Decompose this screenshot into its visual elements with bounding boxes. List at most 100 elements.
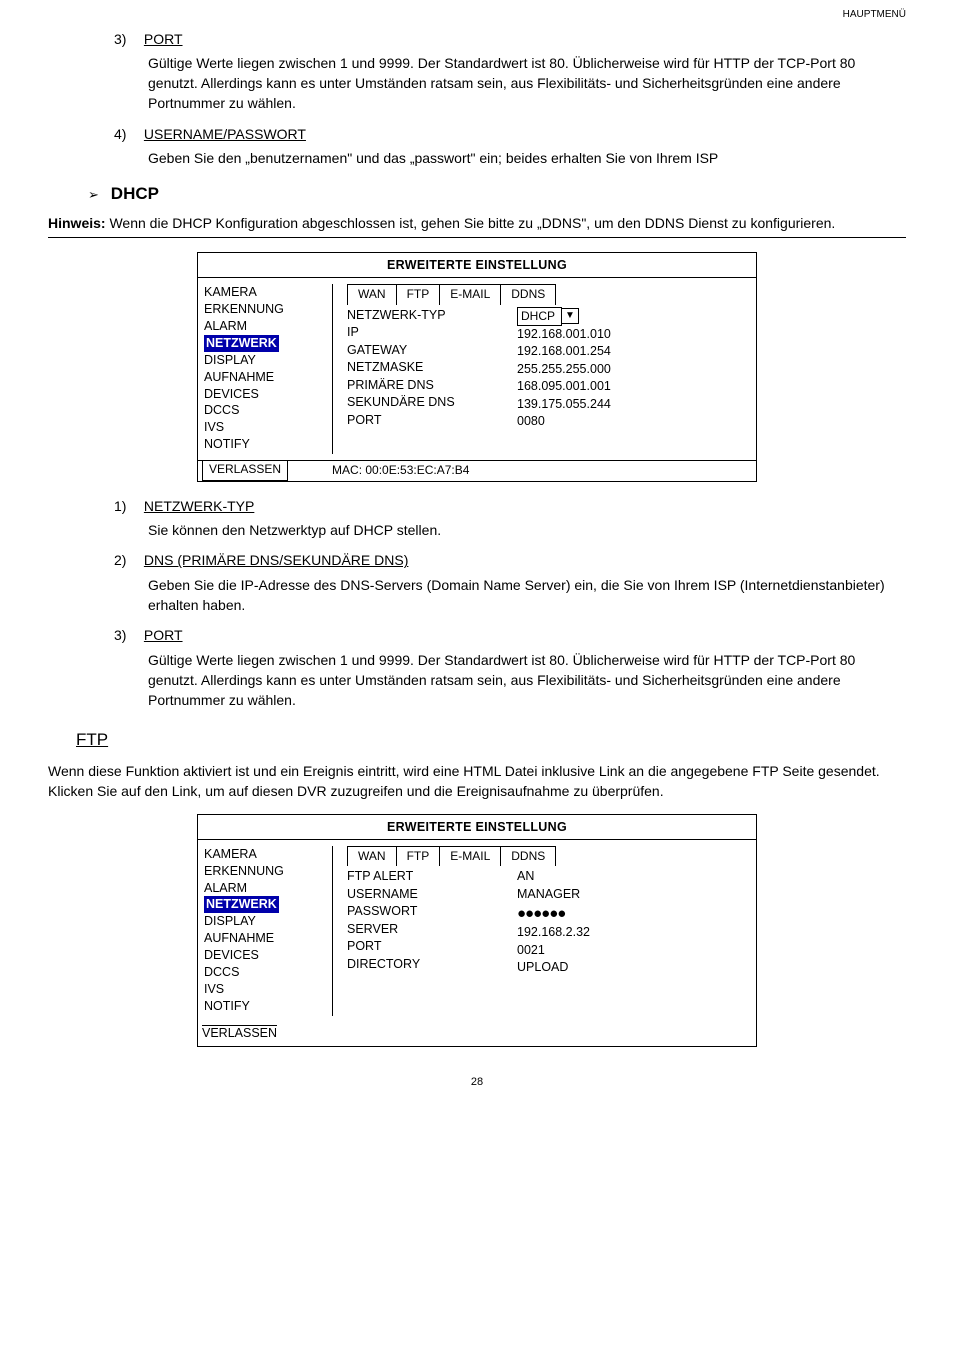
settings-sidebar: KAMERAERKENNUNGALARMNETZWERKDISPLAYAUFNA… xyxy=(200,284,333,454)
field-value: 192.168.001.254 xyxy=(517,343,611,361)
field-label: PORT xyxy=(347,938,517,956)
ftp-heading: FTP xyxy=(76,728,906,753)
list-number: 2) xyxy=(114,550,140,570)
field-value: AN xyxy=(517,868,590,886)
list-title: DNS (PRIMÄRE DNS/SEKUNDÄRE DNS) xyxy=(144,552,408,568)
sidebar-item-display[interactable]: DISPLAY xyxy=(204,913,332,930)
sidebar-item-kamera[interactable]: KAMERA xyxy=(204,284,332,301)
field-value: 255.255.255.000 xyxy=(517,361,611,379)
field-label: USERNAME xyxy=(347,886,517,904)
settings-tabs: WANFTPE-MAILDDNS xyxy=(347,284,754,304)
list-item-port: 3) PORT xyxy=(114,29,906,49)
settings-footer: VERLASSEN xyxy=(198,1022,756,1046)
list-title: NETZWERK-TYP xyxy=(144,498,254,514)
tab-ftp[interactable]: FTP xyxy=(396,284,441,304)
hint-text: Wenn die DHCP Konfiguration abgeschlosse… xyxy=(106,215,836,231)
field-value: ●●●●●● xyxy=(517,903,590,924)
list-item-userpass: 4) USERNAME/PASSWORT xyxy=(114,124,906,144)
divider xyxy=(48,237,906,238)
verlassen-button[interactable]: VERLASSEN xyxy=(202,1025,277,1040)
select-value: DHCP xyxy=(517,307,562,326)
sidebar-item-ivs[interactable]: IVS xyxy=(204,419,332,436)
sidebar-item-notify[interactable]: NOTIFY xyxy=(204,436,332,453)
settings-title: ERWEITERTE EINSTELLUNG xyxy=(198,253,756,278)
list-body: Geben Sie die IP-Adresse des DNS-Servers… xyxy=(148,575,896,616)
sidebar-item-dccs[interactable]: DCCS xyxy=(204,402,332,419)
tab-e-mail[interactable]: E-MAIL xyxy=(439,846,501,866)
field-value: MANAGER xyxy=(517,886,590,904)
list-number: 4) xyxy=(114,124,140,144)
field-label: FTP ALERT xyxy=(347,868,517,886)
field-values: ANMANAGER●●●●●●192.168.2.320021UPLOAD xyxy=(517,866,590,977)
field-value: 0021 xyxy=(517,942,590,960)
field-value: 0080 xyxy=(517,413,611,431)
chevron-right-icon: ➢ xyxy=(88,187,99,202)
page-number: 28 xyxy=(48,1075,906,1091)
page-section-header: HAUPTMENÜ xyxy=(48,8,906,23)
tab-wan[interactable]: WAN xyxy=(347,284,397,304)
field-label: IP xyxy=(347,324,517,342)
hint-label: Hinweis: xyxy=(48,215,106,231)
dhcp-label: DHCP xyxy=(111,184,159,203)
field-label: GATEWAY xyxy=(347,342,517,360)
sidebar-item-erkennung[interactable]: ERKENNUNG xyxy=(204,301,332,318)
settings-sidebar: KAMERAERKENNUNGALARMNETZWERKDISPLAYAUFNA… xyxy=(200,846,333,1016)
sidebar-item-netzwerk[interactable]: NETZWERK xyxy=(204,896,332,913)
sidebar-item-netzwerk[interactable]: NETZWERK xyxy=(204,335,332,352)
list-number: 1) xyxy=(114,496,140,516)
field-label: SEKUNDÄRE DNS xyxy=(347,394,517,412)
sidebar-item-aufnahme[interactable]: AUFNAHME xyxy=(204,369,332,386)
settings-footer: VERLASSEN MAC: 00:0E:53:EC:A7:B4 xyxy=(198,460,756,480)
field-labels: FTP ALERTUSERNAMEPASSWORTSERVERPORTDIREC… xyxy=(347,866,517,977)
settings-tabs: WANFTPE-MAILDDNS xyxy=(347,846,754,866)
list-number: 3) xyxy=(114,625,140,645)
list-item-port2: 3) PORT xyxy=(114,625,906,645)
field-label: PORT xyxy=(347,412,517,430)
list-body: Sie können den Netzwerktyp auf DHCP stel… xyxy=(148,520,896,540)
sidebar-item-alarm[interactable]: ALARM xyxy=(204,880,332,897)
netzwerk-typ-select[interactable]: DHCP ▼ xyxy=(517,307,579,326)
sidebar-item-alarm[interactable]: ALARM xyxy=(204,318,332,335)
list-item-netztyp: 1) NETZWERK-TYP xyxy=(114,496,906,516)
sidebar-item-display[interactable]: DISPLAY xyxy=(204,352,332,369)
settings-box-ftp: ERWEITERTE EINSTELLUNG KAMERAERKENNUNGAL… xyxy=(197,814,757,1047)
field-labels: NETZWERK-TYPIPGATEWAYNETZMASKEPRIMÄRE DN… xyxy=(347,305,517,431)
sidebar-item-aufnahme[interactable]: AUFNAHME xyxy=(204,930,332,947)
list-body: Gültige Werte liegen zwischen 1 und 9999… xyxy=(148,650,896,711)
field-value: 139.175.055.244 xyxy=(517,396,611,414)
list-title: USERNAME/PASSWORT xyxy=(144,126,306,142)
field-values: DHCP ▼ 192.168.001.010192.168.001.254255… xyxy=(517,305,611,431)
hint-row: Hinweis: Wenn die DHCP Konfiguration abg… xyxy=(48,213,906,233)
field-label: PRIMÄRE DNS xyxy=(347,377,517,395)
list-body: Geben Sie den „benutzernamen" und das „p… xyxy=(148,148,896,168)
field-value: UPLOAD xyxy=(517,959,590,977)
field-label: SERVER xyxy=(347,921,517,939)
mac-address: MAC: 00:0E:53:EC:A7:B4 xyxy=(332,461,469,480)
tab-wan[interactable]: WAN xyxy=(347,846,397,866)
list-body: Gültige Werte liegen zwischen 1 und 9999… xyxy=(148,53,896,114)
tab-ftp[interactable]: FTP xyxy=(396,846,441,866)
sidebar-item-dccs[interactable]: DCCS xyxy=(204,964,332,981)
field-label: PASSWORT xyxy=(347,903,517,921)
field-value: 192.168.2.32 xyxy=(517,924,590,942)
field-label: DIRECTORY xyxy=(347,956,517,974)
field-label: NETZWERK-TYP xyxy=(347,307,517,325)
sidebar-item-erkennung[interactable]: ERKENNUNG xyxy=(204,863,332,880)
list-item-dns: 2) DNS (PRIMÄRE DNS/SEKUNDÄRE DNS) xyxy=(114,550,906,570)
sidebar-item-ivs[interactable]: IVS xyxy=(204,981,332,998)
field-label: NETZMASKE xyxy=(347,359,517,377)
tab-ddns[interactable]: DDNS xyxy=(500,284,556,304)
chevron-down-icon[interactable]: ▼ xyxy=(561,308,579,324)
field-value: 168.095.001.001 xyxy=(517,378,611,396)
sidebar-item-devices[interactable]: DEVICES xyxy=(204,386,332,403)
list-title: PORT xyxy=(144,627,183,643)
tab-ddns[interactable]: DDNS xyxy=(500,846,556,866)
sidebar-item-notify[interactable]: NOTIFY xyxy=(204,998,332,1015)
sidebar-item-kamera[interactable]: KAMERA xyxy=(204,846,332,863)
tab-e-mail[interactable]: E-MAIL xyxy=(439,284,501,304)
settings-box-dhcp: ERWEITERTE EINSTELLUNG KAMERAERKENNUNGAL… xyxy=(197,252,757,482)
settings-title: ERWEITERTE EINSTELLUNG xyxy=(198,815,756,840)
list-number: 3) xyxy=(114,29,140,49)
sidebar-item-devices[interactable]: DEVICES xyxy=(204,947,332,964)
verlassen-button[interactable]: VERLASSEN xyxy=(202,460,288,480)
